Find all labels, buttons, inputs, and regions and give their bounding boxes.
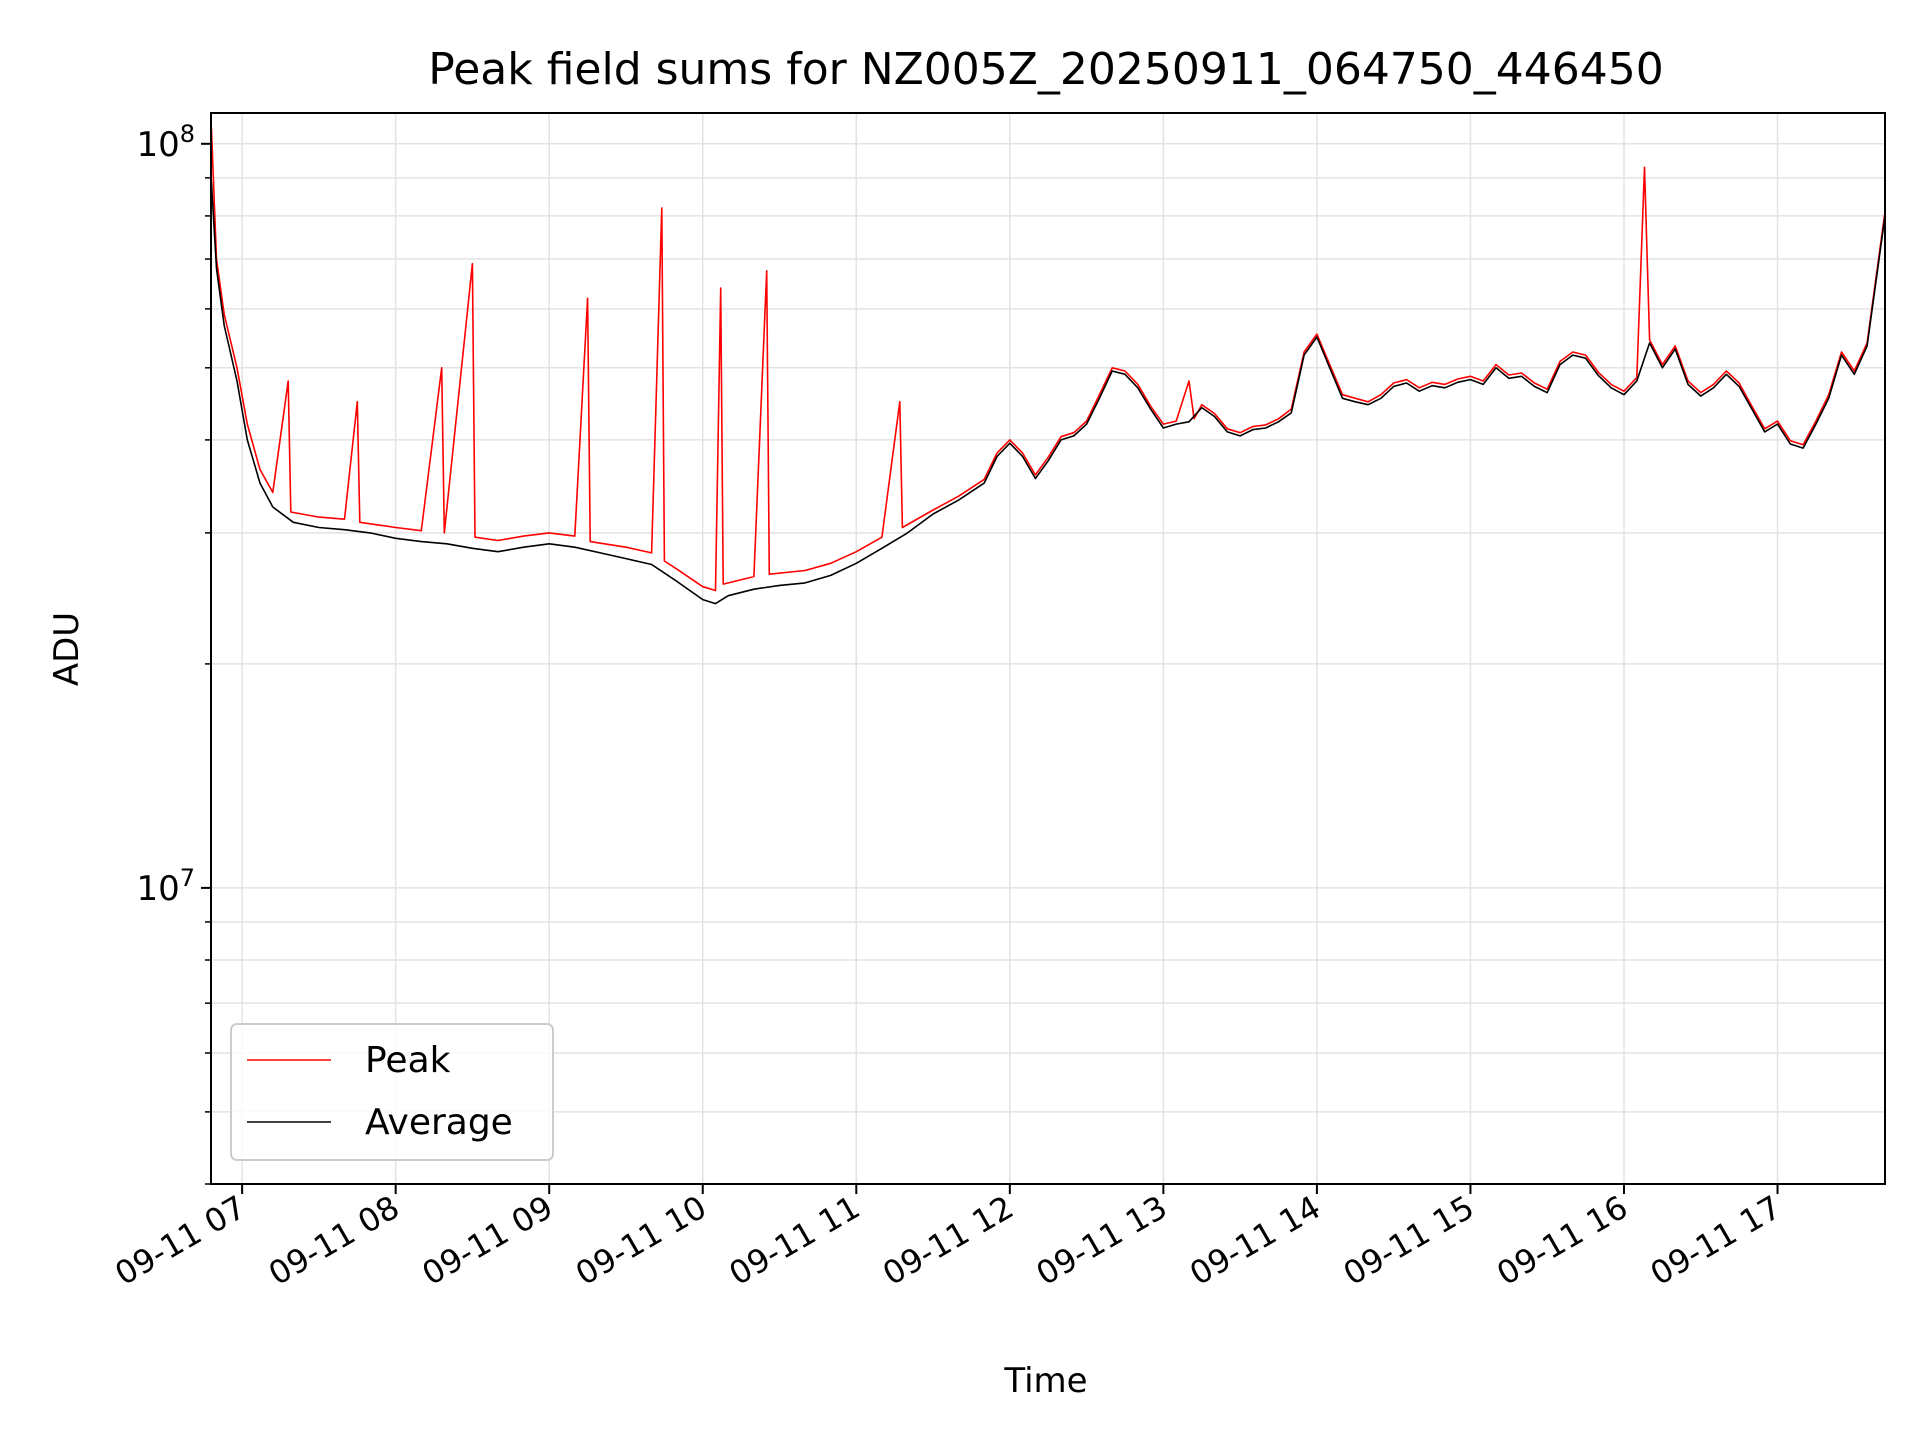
legend-label-average: Average [365,1102,513,1143]
y-tick-label: 108 [136,120,195,165]
y-axis-ticks: 107 108 [136,120,211,1185]
x-axis-label: Time [1003,1361,1087,1401]
legend-box [230,1023,554,1161]
series-line-average [210,181,1886,605]
chart-title: Peak field sums for NZ005Z_20250911_0647… [428,44,1664,95]
y-axis-label: ADU [47,612,87,686]
plot-frame [210,112,1886,1185]
legend-label-peak: Peak [365,1040,451,1081]
grid [211,113,1885,1185]
y-tick-label: 107 [136,864,195,909]
series-layer [210,127,1886,605]
series-line-peak [210,127,1886,592]
legend: Peak Average [230,1023,554,1161]
